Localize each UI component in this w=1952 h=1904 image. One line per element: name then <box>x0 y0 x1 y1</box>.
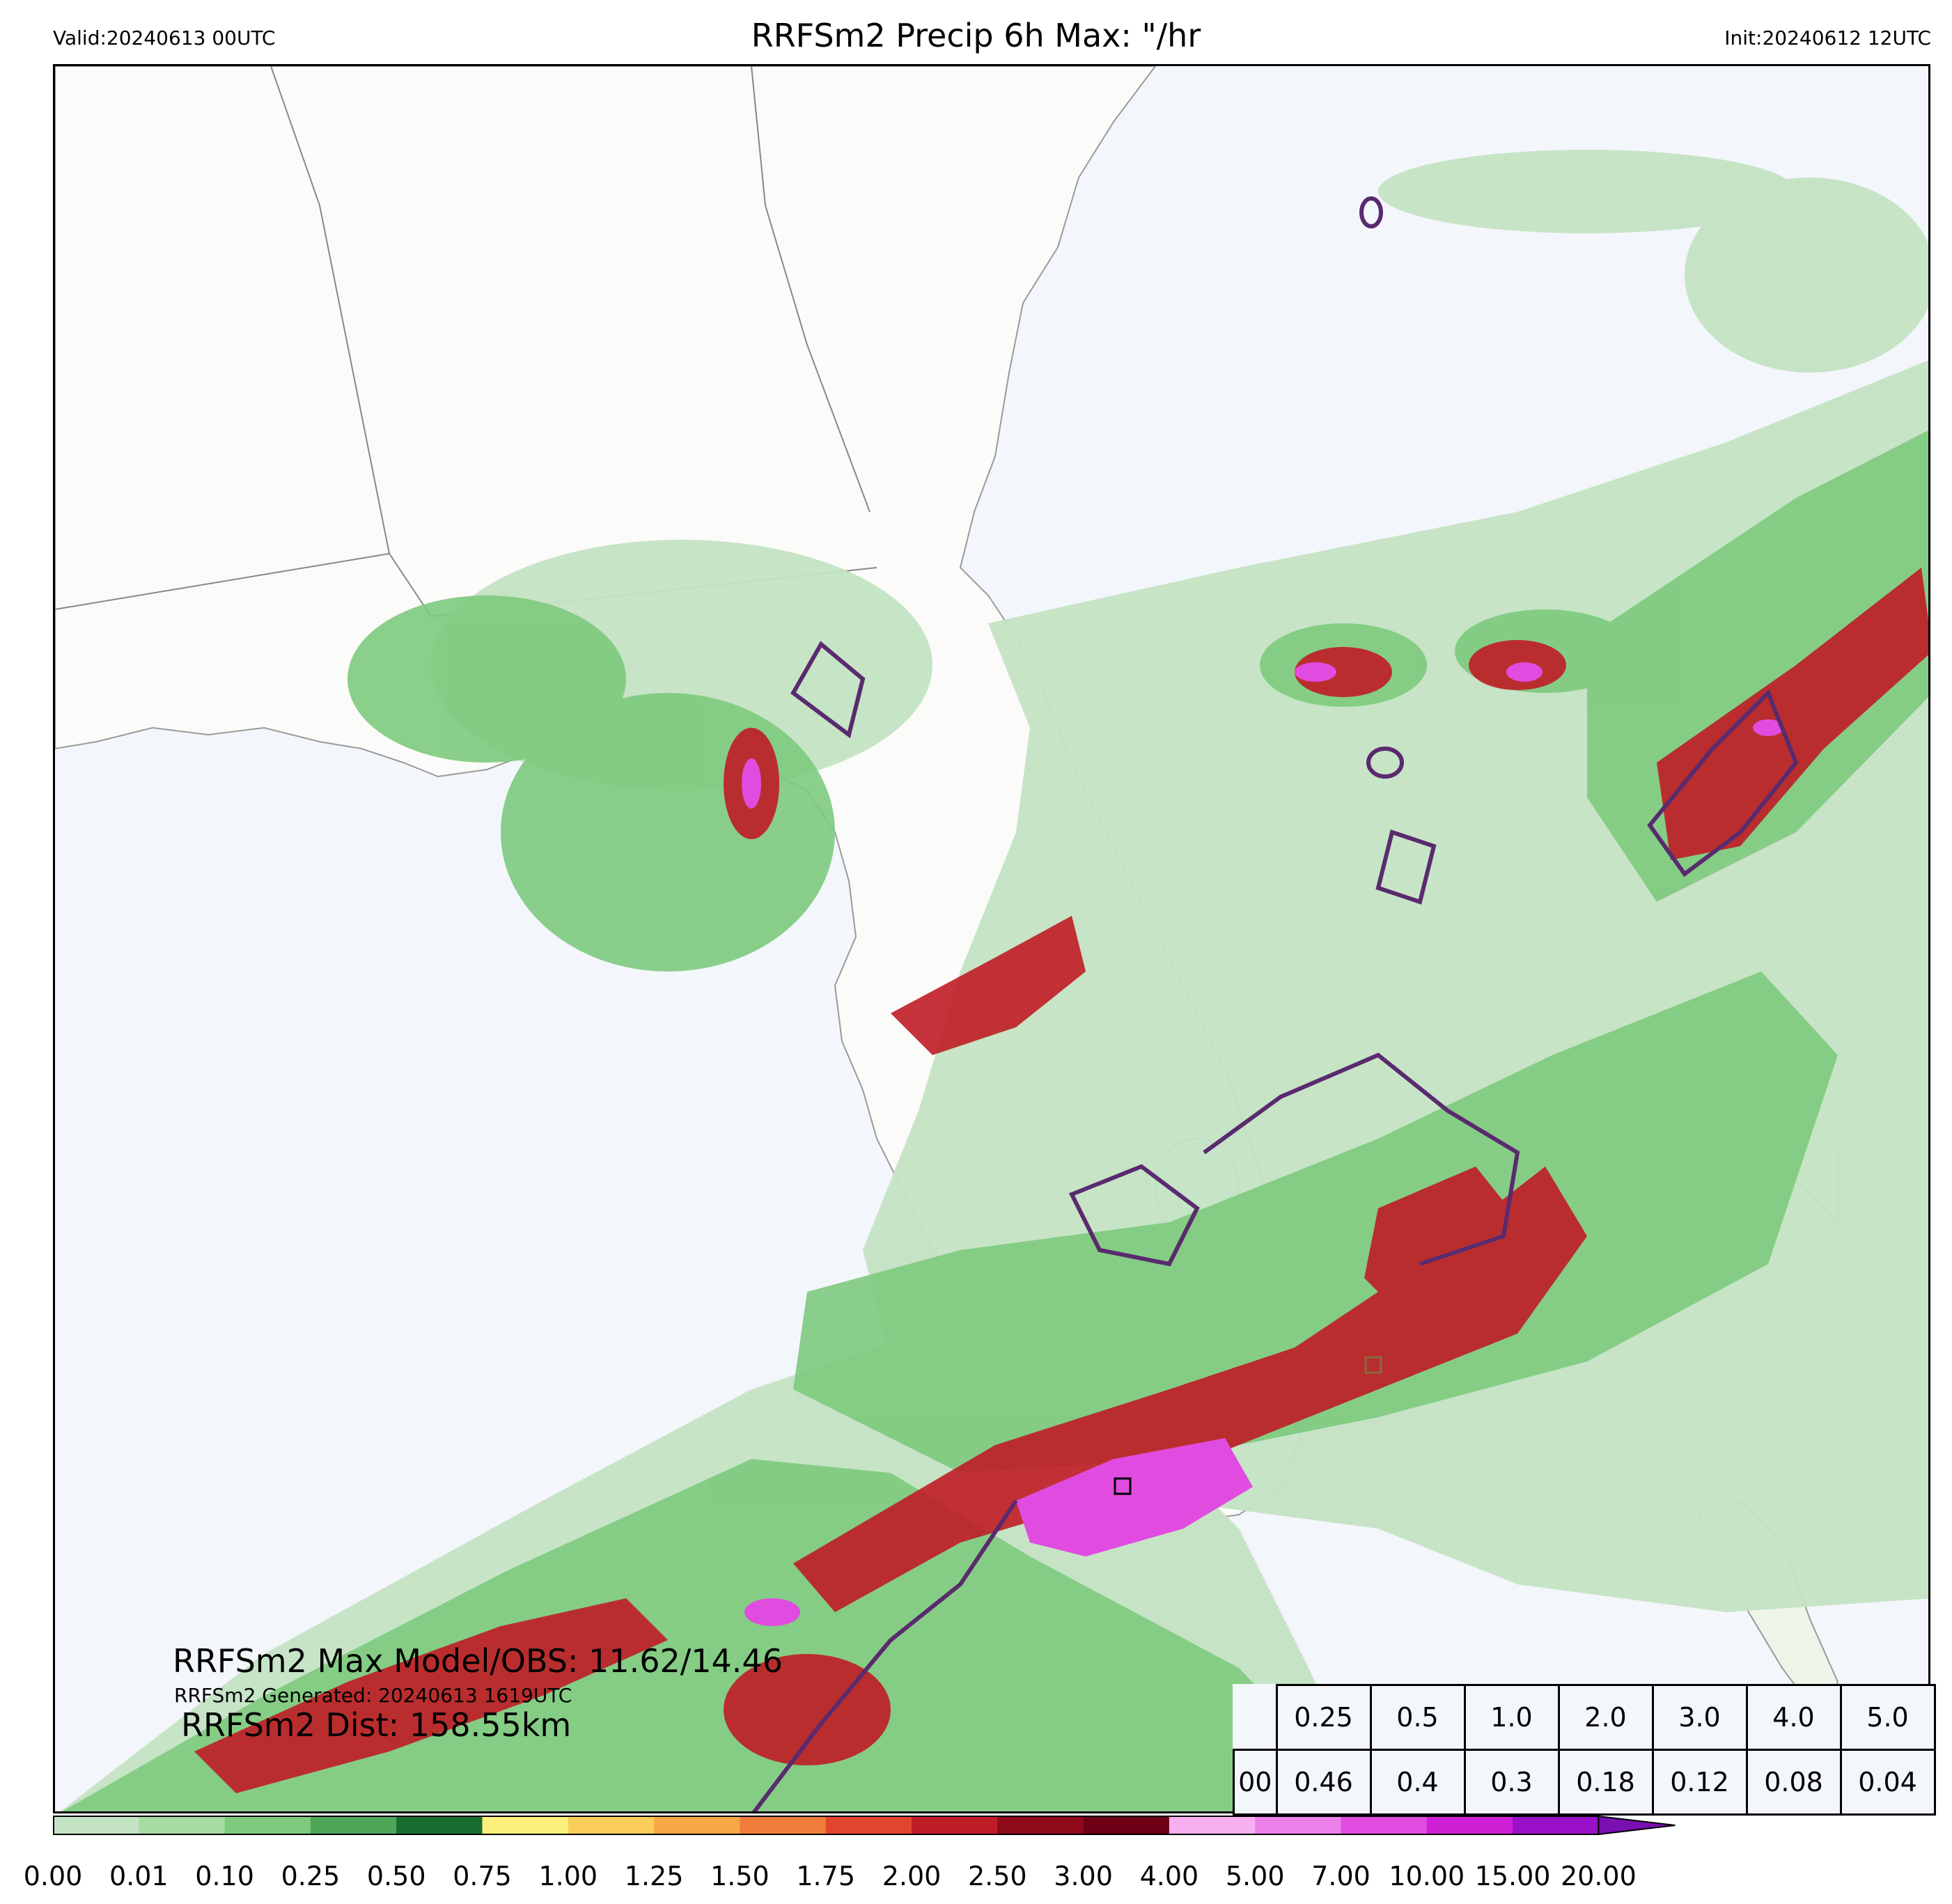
colorbar-tick-label: 0.50 <box>366 1861 426 1891</box>
distance-label: RRFSm2 Dist: 158.55km <box>181 1706 572 1744</box>
colorbar-segment <box>396 1816 483 1834</box>
colorbar-tick-label: 0.25 <box>281 1861 341 1891</box>
threshold-cell: 0.5 <box>1369 1684 1466 1751</box>
threshold-cell: 2.0 <box>1557 1684 1654 1751</box>
threshold-cell: 4.0 <box>1745 1684 1842 1751</box>
state-border <box>270 66 390 554</box>
precip-extreme <box>742 662 1783 1626</box>
colorbar-segment <box>53 1816 139 1834</box>
colorbar-segment <box>1341 1816 1428 1834</box>
colorbar-segment <box>825 1816 912 1834</box>
threshold-cell: 1.0 <box>1463 1684 1560 1751</box>
colorbar-segment <box>1083 1816 1170 1834</box>
colorbar-tick-label: 3.00 <box>1054 1861 1113 1891</box>
precip-heavy <box>194 568 1928 1793</box>
precip-map <box>55 66 1928 1811</box>
colorbar-segment <box>1169 1816 1256 1834</box>
value-row: 00 0.46 0.4 0.3 0.18 0.12 0.08 0.04 <box>1233 1749 1936 1816</box>
chart-title: RRFSm2 Precip 6h Max: "/hr <box>751 17 1201 54</box>
colorbar-segment <box>997 1816 1084 1834</box>
threshold-cell: 3.0 <box>1651 1684 1748 1751</box>
colorbar-tick-label: 4.00 <box>1139 1861 1199 1891</box>
state-border <box>751 66 870 513</box>
valid-time-label: Valid:20240613 00UTC <box>53 26 276 49</box>
threshold-cell: 0.25 <box>1275 1684 1372 1751</box>
colorbar-tick-label: 1.25 <box>624 1861 684 1891</box>
colorbar-segment <box>654 1816 740 1834</box>
value-cell: 0.4 <box>1369 1749 1466 1816</box>
colorbar-segment <box>482 1816 569 1834</box>
value-cell: 0.08 <box>1745 1749 1842 1816</box>
colorbar-tick-label: 0.75 <box>453 1861 512 1891</box>
value-cell: 0.12 <box>1651 1749 1748 1816</box>
colorbar-segment <box>912 1816 998 1834</box>
colorbar <box>53 1815 1676 1836</box>
colorbar-segment <box>1255 1816 1341 1834</box>
colorbar-segment <box>310 1816 397 1834</box>
colorbar-tick-label: 2.00 <box>882 1861 942 1891</box>
colorbar-tick-label: 2.50 <box>967 1861 1027 1891</box>
model-max-marker <box>1364 1356 1382 1374</box>
colorbar-tick-label: 7.00 <box>1311 1861 1371 1891</box>
threshold-cell: 5.0 <box>1839 1684 1936 1751</box>
colorbar-extend-arrow <box>1598 1815 1676 1836</box>
obs-max-marker <box>1114 1477 1132 1495</box>
colorbar-tick-label: 1.75 <box>796 1861 855 1891</box>
colorbar-frame <box>53 1816 1600 1835</box>
colorbar-tick-label: 5.00 <box>1225 1861 1285 1891</box>
blank-cell <box>1234 1685 1277 1750</box>
obs-contours <box>751 196 1799 1811</box>
row-label-cell: 00 <box>1233 1749 1278 1816</box>
colorbar-tick-label: 1.00 <box>538 1861 598 1891</box>
generated-time-label: RRFSm2 Generated: 20240613 1619UTC <box>174 1684 572 1707</box>
colorbar-segment <box>568 1816 655 1834</box>
colorbar-tick-label: 15.00 <box>1474 1861 1551 1891</box>
colorbar-tick-label: 0.10 <box>195 1861 254 1891</box>
colorbar-tick-label: 0.00 <box>23 1861 83 1891</box>
colorbar-tick-label: 10.00 <box>1389 1861 1465 1891</box>
colorbar-segment <box>1513 1816 1599 1834</box>
value-cell: 0.18 <box>1557 1749 1654 1816</box>
colorbar-segment <box>224 1816 311 1834</box>
init-time-label: Init:20240612 12UTC <box>1724 26 1931 49</box>
threshold-row: 0.25 0.5 1.0 2.0 3.0 4.0 5.0 <box>1234 1684 1936 1751</box>
threshold-stats-table: 0.25 0.5 1.0 2.0 3.0 4.0 5.0 00 0.46 0.4… <box>1233 1684 1936 1816</box>
colorbar-segment <box>1426 1816 1513 1834</box>
value-cell: 0.3 <box>1463 1749 1560 1816</box>
colorbar-tick-label: 0.01 <box>109 1861 169 1891</box>
value-cell: 0.04 <box>1839 1749 1936 1816</box>
value-cell: 0.46 <box>1275 1749 1372 1816</box>
colorbar-segment <box>740 1816 827 1834</box>
max-model-obs-label: RRFSm2 Max Model/OBS: 11.62/14.46 <box>173 1642 783 1680</box>
map-panel <box>53 64 1930 1813</box>
colorbar-segment <box>139 1816 226 1834</box>
colorbar-tick-label: 1.50 <box>710 1861 770 1891</box>
colorbar-tick-label: 20.00 <box>1560 1861 1637 1891</box>
